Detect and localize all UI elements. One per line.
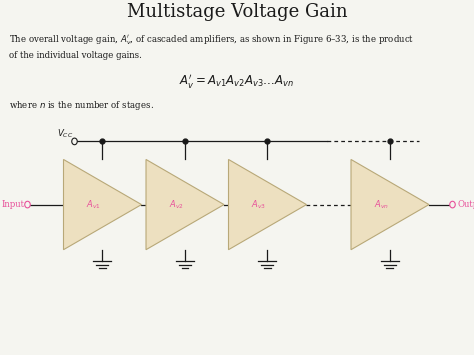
Circle shape: [450, 201, 455, 208]
Text: $A_{vn}$: $A_{vn}$: [374, 198, 389, 211]
Polygon shape: [351, 159, 429, 250]
Text: $A^{\prime}_{v} = A_{v1}A_{v2}A_{v3}\ldots A_{vn}$: $A^{\prime}_{v} = A_{v1}A_{v2}A_{v3}\ldo…: [180, 72, 294, 90]
Text: $A_{v2}$: $A_{v2}$: [169, 198, 183, 211]
Polygon shape: [146, 159, 224, 250]
Text: Multistage Voltage Gain: Multistage Voltage Gain: [127, 3, 347, 21]
Text: Output: Output: [457, 200, 474, 209]
Text: $A_{v1}$: $A_{v1}$: [86, 198, 101, 211]
Text: The overall voltage gain, $A^{\prime}_{v}$, of cascaded amplifiers, as shown in : The overall voltage gain, $A^{\prime}_{v…: [9, 33, 414, 47]
Text: $A_{v3}$: $A_{v3}$: [251, 198, 266, 211]
Polygon shape: [64, 159, 142, 250]
Polygon shape: [228, 159, 307, 250]
Text: of the individual voltage gains.: of the individual voltage gains.: [9, 51, 142, 60]
Circle shape: [72, 138, 77, 145]
Text: where $n$ is the number of stages.: where $n$ is the number of stages.: [9, 99, 154, 112]
Text: $V_{CC}$: $V_{CC}$: [57, 128, 73, 141]
Text: Input: Input: [1, 200, 25, 209]
Circle shape: [25, 201, 30, 208]
